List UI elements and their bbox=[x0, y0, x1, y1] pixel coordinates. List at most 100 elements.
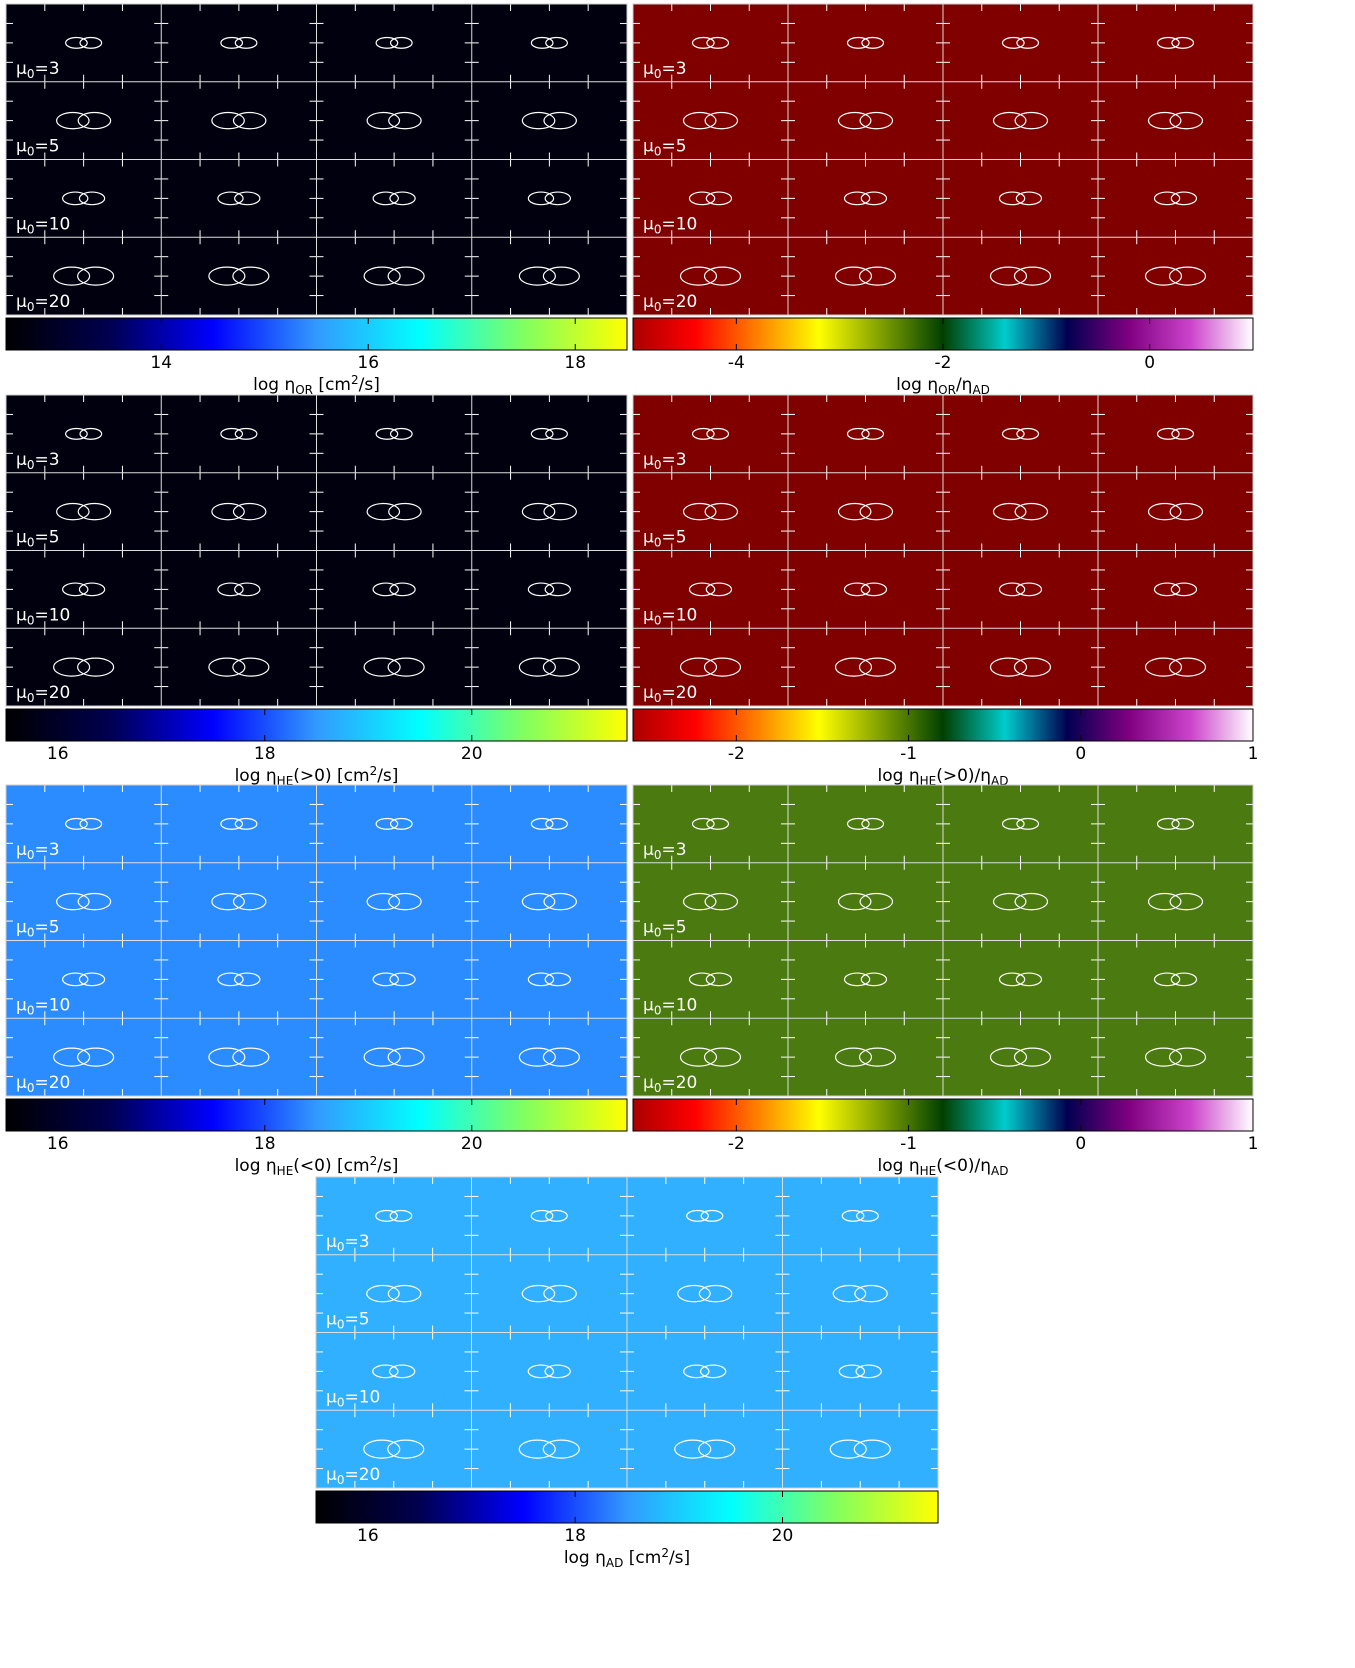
row-label-part: μ bbox=[16, 450, 27, 470]
row-label-part: =20 bbox=[661, 292, 697, 312]
colorbar-label-part: [cm bbox=[313, 375, 351, 395]
row-label-part: =20 bbox=[661, 683, 697, 703]
row-label-part: =10 bbox=[344, 1387, 380, 1407]
row-label-part: 0 bbox=[337, 1395, 345, 1409]
row-label-part: =20 bbox=[34, 292, 70, 312]
colorbar-label: log ηOR [cm2/s] bbox=[253, 373, 380, 397]
row-label: μ0=20 bbox=[326, 1465, 380, 1487]
colorbar-label-part: 2 bbox=[661, 1546, 669, 1560]
row-label-part: =20 bbox=[34, 683, 70, 703]
panel: μ0=3μ0=5μ0=10μ0=20-2-101log ηHE(<0)/ηAD bbox=[633, 785, 1258, 1178]
row-label-part: 0 bbox=[337, 1318, 345, 1332]
colorbar-tick-label: 18 bbox=[564, 1526, 586, 1546]
row-label-part: =20 bbox=[34, 1073, 70, 1093]
row-label-part: =10 bbox=[34, 995, 70, 1015]
row-label-part: μ bbox=[643, 59, 654, 79]
row-label-part: 0 bbox=[654, 691, 662, 705]
row-label-part: =3 bbox=[34, 840, 59, 860]
colorbar-tick-label: -2 bbox=[728, 1134, 745, 1154]
row-label-part: μ bbox=[16, 292, 27, 312]
colorbar-tick-label: 20 bbox=[772, 1526, 794, 1546]
colorbar-tick-label: 20 bbox=[461, 744, 483, 764]
colorbar-tick-label: 1 bbox=[1248, 744, 1259, 764]
colorbar-label-part: HE bbox=[920, 1164, 937, 1178]
row-label-part: μ bbox=[16, 1073, 27, 1093]
colorbar-label-part: (<0) [cm bbox=[293, 1156, 369, 1176]
row-label: μ0=5 bbox=[643, 918, 687, 940]
row-label-part: μ bbox=[16, 918, 27, 938]
row-label-part: 0 bbox=[27, 691, 35, 705]
row-label-part: 0 bbox=[27, 145, 35, 159]
row-label: μ0=20 bbox=[643, 683, 697, 705]
row-label-part: 0 bbox=[654, 1003, 662, 1017]
colorbar-tick-label: 20 bbox=[461, 1134, 483, 1154]
row-label-part: =5 bbox=[661, 528, 686, 548]
row-label: μ0=20 bbox=[16, 292, 70, 314]
row-label-part: 0 bbox=[654, 536, 662, 550]
colorbar-label-part: /s] bbox=[359, 375, 380, 395]
row-label: μ0=3 bbox=[326, 1232, 370, 1254]
row-label-part: μ bbox=[643, 1073, 654, 1093]
row-label: μ0=5 bbox=[326, 1310, 370, 1332]
row-label: μ0=10 bbox=[16, 214, 70, 236]
colorbar-tick-label: 18 bbox=[254, 744, 276, 764]
colorbar-label-part: /η bbox=[956, 375, 973, 395]
row-label: μ0=10 bbox=[16, 605, 70, 627]
row-label-part: 0 bbox=[27, 848, 35, 862]
panel: μ0=3μ0=5μ0=10μ0=20141618log ηOR [cm2/s] bbox=[6, 4, 627, 397]
row-label-part: 0 bbox=[654, 1081, 662, 1095]
colorbar-label-part: log η bbox=[253, 375, 295, 395]
row-label-part: 0 bbox=[27, 926, 35, 940]
colorbar-tick-label: 0 bbox=[1075, 744, 1086, 764]
row-label-part: 0 bbox=[337, 1240, 345, 1254]
colorbar-label-part: HE bbox=[277, 1164, 294, 1178]
row-label-part: 0 bbox=[654, 458, 662, 472]
colorbar-tick-label: -2 bbox=[728, 744, 745, 764]
row-label-part: =5 bbox=[34, 918, 59, 938]
row-label-part: =5 bbox=[661, 918, 686, 938]
row-label-part: μ bbox=[16, 59, 27, 79]
row-label: μ0=10 bbox=[643, 605, 697, 627]
colorbar bbox=[633, 1099, 1253, 1131]
row-label-part: =10 bbox=[661, 605, 697, 625]
row-label-part: 0 bbox=[654, 67, 662, 81]
row-label-part: 0 bbox=[27, 458, 35, 472]
row-label: μ0=10 bbox=[16, 995, 70, 1017]
colorbar-label: log ηHE(<0) [cm2/s] bbox=[235, 1154, 399, 1178]
panel: μ0=3μ0=5μ0=10μ0=20161820log ηHE(<0) [cm2… bbox=[6, 785, 627, 1178]
row-label-part: 0 bbox=[654, 300, 662, 314]
colorbar-tick-label: -4 bbox=[728, 353, 745, 373]
row-label-part: =10 bbox=[34, 214, 70, 234]
row-label-part: =10 bbox=[661, 214, 697, 234]
row-label: μ0=3 bbox=[16, 59, 60, 81]
colorbar-tick-label: 16 bbox=[357, 1526, 379, 1546]
colorbar-label-part: log η bbox=[564, 1548, 606, 1568]
row-label-part: μ bbox=[16, 605, 27, 625]
colorbar-label-part: (>0)/η bbox=[936, 766, 991, 786]
row-label: μ0=3 bbox=[16, 840, 60, 862]
colorbar-tick-label: 16 bbox=[357, 353, 379, 373]
row-label: μ0=5 bbox=[16, 528, 60, 550]
row-label-part: μ bbox=[643, 605, 654, 625]
colorbar-label-part: (<0)/η bbox=[936, 1156, 991, 1176]
row-label-part: μ bbox=[643, 840, 654, 860]
row-label: μ0=20 bbox=[643, 1073, 697, 1095]
row-label-part: 0 bbox=[337, 1473, 345, 1487]
row-label-part: μ bbox=[643, 995, 654, 1015]
row-label-part: μ bbox=[16, 137, 27, 157]
colorbar-tick-label: -1 bbox=[900, 744, 917, 764]
row-label-part: 0 bbox=[654, 222, 662, 236]
row-label-part: 0 bbox=[27, 536, 35, 550]
row-label-part: μ bbox=[326, 1232, 337, 1252]
row-label-part: 0 bbox=[654, 848, 662, 862]
row-label: μ0=3 bbox=[643, 59, 687, 81]
row-label: μ0=5 bbox=[643, 528, 687, 550]
row-label-part: μ bbox=[643, 214, 654, 234]
row-label-part: =10 bbox=[661, 995, 697, 1015]
row-label-part: μ bbox=[643, 528, 654, 548]
colorbar bbox=[316, 1491, 938, 1523]
colorbar-tick-label: 14 bbox=[150, 353, 172, 373]
row-label-part: μ bbox=[16, 995, 27, 1015]
row-label-part: μ bbox=[643, 292, 654, 312]
